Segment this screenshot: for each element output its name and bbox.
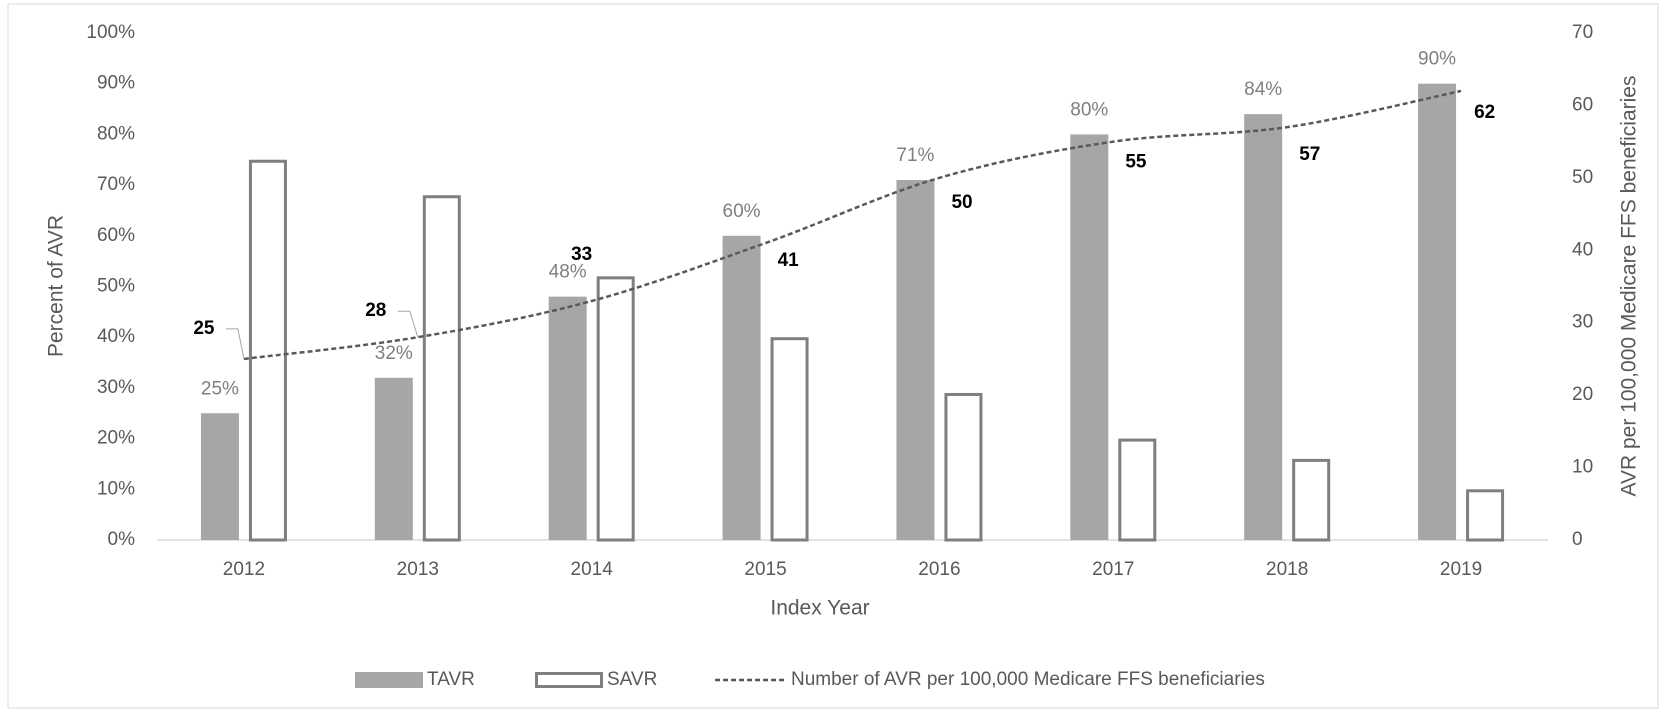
line-label: 50	[951, 192, 972, 213]
savr-bar	[422, 195, 461, 542]
value-label: 84%	[1244, 79, 1282, 100]
y-tick-label: 90%	[97, 73, 135, 94]
y-tick-label: 0%	[108, 529, 136, 550]
y2-tick-label: 30	[1572, 312, 1593, 333]
x-tick-label: 2017	[1092, 559, 1134, 580]
line-label: 33	[571, 244, 592, 265]
line-label: 55	[1125, 152, 1147, 173]
savr-bar	[770, 337, 809, 542]
value-label: 25%	[201, 378, 239, 399]
value-label: 60%	[723, 201, 761, 222]
line-label: 28	[365, 300, 386, 321]
value-label: 80%	[1070, 99, 1108, 120]
value-label: 90%	[1418, 49, 1456, 70]
line-label: 25	[193, 318, 215, 339]
y-tick-label: 50%	[97, 276, 135, 297]
tavr-bar	[374, 377, 413, 540]
legend-swatch	[355, 672, 423, 688]
savr-bar	[1292, 458, 1331, 542]
x-tick-label: 2016	[918, 559, 960, 580]
legend-label: TAVR	[427, 669, 475, 690]
y-tick-label: 10%	[97, 478, 135, 499]
y2-tick-label: 70	[1572, 22, 1593, 43]
y2-tick-label: 60	[1572, 94, 1593, 115]
x-tick-label: 2014	[571, 559, 614, 580]
x-tick-label: 2019	[1440, 559, 1482, 580]
y-tick-label: 60%	[97, 225, 135, 246]
y-tick-label: 40%	[97, 326, 135, 347]
savr-bar	[944, 392, 983, 542]
x-tick-label: 2013	[397, 559, 439, 580]
savr-bar	[248, 159, 287, 542]
leader-line	[397, 310, 419, 338]
y2-tick-label: 40	[1572, 239, 1593, 260]
tavr-bar	[722, 235, 761, 541]
x-tick-label: 2018	[1266, 559, 1308, 580]
legend-swatch	[535, 672, 603, 688]
line-label: 62	[1474, 102, 1495, 123]
value-label: 48%	[549, 262, 587, 283]
chart-frame	[7, 3, 1659, 709]
y-tick-label: 100%	[86, 22, 135, 43]
tavr-bar	[1244, 114, 1283, 541]
y-axis-title: Percent of AVR	[45, 215, 68, 357]
tavr-bar	[1070, 134, 1109, 540]
line-label: 57	[1299, 144, 1320, 165]
tavr-bar	[1418, 83, 1457, 540]
y-tick-label: 30%	[97, 377, 135, 398]
legend-label: SAVR	[607, 669, 657, 690]
y-tick-label: 20%	[97, 428, 135, 449]
line-series	[243, 89, 1462, 361]
savr-bar	[1466, 489, 1505, 542]
tavr-bar	[896, 180, 935, 540]
y2-tick-label: 20	[1572, 384, 1593, 405]
value-label: 32%	[375, 343, 413, 364]
value-label: 71%	[896, 145, 934, 166]
y2-tick-label: 50	[1572, 167, 1593, 188]
y2-axis-title: AVR per 100,000 Medicare FFS beneficiari…	[1618, 76, 1641, 497]
line-label: 41	[778, 250, 800, 271]
y2-tick-label: 0	[1572, 529, 1583, 550]
y2-tick-label: 10	[1572, 457, 1593, 478]
x-axis-title: Index Year	[770, 597, 869, 620]
x-tick-label: 2015	[744, 559, 786, 580]
savr-bar	[596, 276, 635, 542]
leader-line	[225, 328, 245, 360]
tavr-bar	[548, 296, 587, 540]
savr-bar	[1118, 438, 1157, 542]
legend-label: Number of AVR per 100,000 Medicare FFS b…	[791, 669, 1265, 690]
x-tick-label: 2012	[223, 559, 265, 580]
tavr-bar	[200, 413, 239, 540]
y-tick-label: 80%	[97, 123, 135, 144]
y-tick-label: 70%	[97, 174, 135, 195]
